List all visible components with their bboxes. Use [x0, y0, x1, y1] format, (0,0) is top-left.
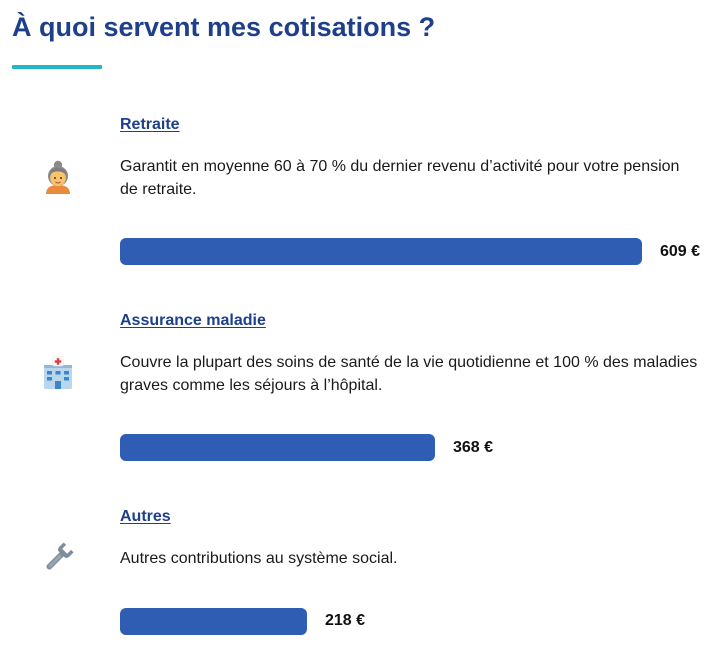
section-assurance-maladie: Assurance maladie Couvre la plupart des … — [0, 312, 720, 462]
amount-bar-retraite — [120, 238, 642, 265]
section-description-autres: Autres contributions au système social. — [120, 550, 398, 567]
title-underline — [12, 65, 102, 69]
hospital-icon — [40, 355, 76, 391]
wrench-icon — [40, 540, 76, 576]
amount-bar-autres — [120, 608, 307, 635]
section-link-autres[interactable]: Autres — [120, 508, 171, 525]
section-link-retraite[interactable]: Retraite — [120, 116, 180, 133]
amount-value-retraite: 609 € — [660, 243, 701, 260]
amount-value-autres: 218 € — [325, 612, 366, 629]
section-link-assurance-maladie[interactable]: Assurance maladie — [120, 312, 266, 329]
section-retraite: Retraite Garantit en moyenne 60 à 70 % d… — [0, 116, 720, 266]
section-description-retraite: Garantit en moyenne 60 à 70 % du dernier… — [120, 158, 680, 198]
older-woman-icon — [40, 159, 76, 195]
section-autres: Autres Autres contributions au système s… — [0, 508, 720, 638]
page-title: À quoi servent mes cotisations ? — [12, 12, 436, 42]
section-description-assurance-maladie: Couvre la plupart des soins de santé de … — [120, 354, 698, 394]
amount-bar-assurance-maladie — [120, 434, 435, 461]
amount-value-assurance-maladie: 368 € — [453, 439, 494, 456]
